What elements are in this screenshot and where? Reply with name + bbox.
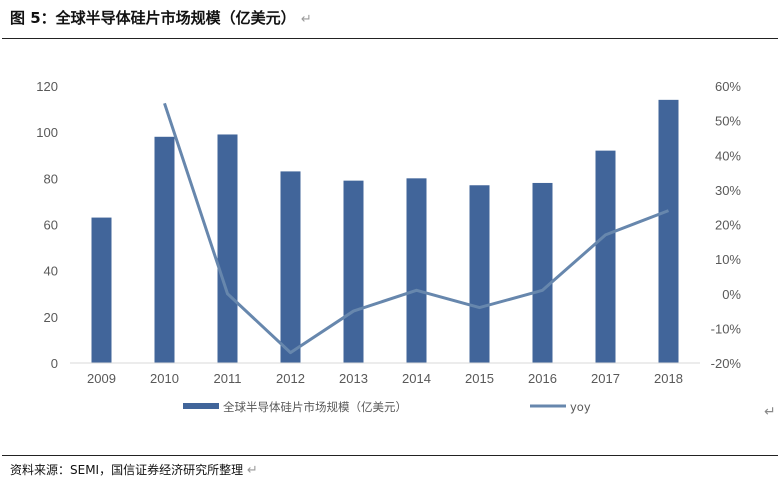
x-tick-2018: 2018: [654, 371, 683, 386]
bar-2018: [658, 99, 679, 363]
bar-2009: [91, 217, 112, 363]
title-rule: [2, 38, 778, 39]
x-tick-2017: 2017: [591, 371, 620, 386]
bar-2012: [280, 171, 301, 363]
y-right-tick: -20%: [711, 356, 742, 371]
y-left-tick: 100: [36, 125, 58, 140]
legend-bar-label: 全球半导体硅片市场规模（亿美元）: [223, 400, 407, 414]
y-left-tick: 20: [44, 310, 58, 325]
y-right-tick: 0%: [722, 287, 741, 302]
y-right-tick: 60%: [715, 79, 741, 94]
bar-2014: [406, 178, 427, 363]
y-right-tick: 10%: [715, 252, 741, 267]
x-tick-2010: 2010: [150, 371, 179, 386]
right-axis-tick-labels: -20% -10% 0% 10% 20% 30% 40% 50% 60%: [711, 79, 742, 371]
x-tick-2009: 2009: [87, 371, 116, 386]
bar-2011: [217, 134, 238, 363]
y-left-tick: 80: [44, 171, 58, 186]
x-tick-labels: 2009 2010 2011 2012 2013 2014 2015 2016 2017 2018: [87, 371, 683, 386]
bar-2015: [469, 185, 490, 363]
return-mark-icon: ↵: [300, 12, 312, 27]
bar-2016: [532, 182, 553, 363]
bar-series: [91, 99, 679, 363]
x-tick-2014: 2014: [402, 371, 431, 386]
legend: 全球半导体硅片市场规模（亿美元） yoy: [183, 400, 591, 414]
y-right-tick: 20%: [715, 218, 741, 233]
bar-2010: [154, 136, 175, 363]
x-tick-2013: 2013: [339, 371, 368, 386]
source-note: 资料来源：SEMI，国信证券经济研究所整理 ↵: [10, 461, 258, 478]
side-return-mark-icon: ↵: [764, 404, 776, 420]
y-left-tick: 120: [36, 79, 58, 94]
yoy-line: [163, 102, 670, 355]
x-tick-2012: 2012: [276, 371, 305, 386]
y-left-tick: 60: [44, 218, 58, 233]
legend-bar-swatch: [183, 403, 219, 409]
source-rule: [2, 455, 778, 456]
y-right-tick: -10%: [711, 321, 742, 336]
y-right-tick: 40%: [715, 148, 741, 163]
legend-line-label: yoy: [570, 400, 591, 414]
source-note-text: 资料来源：SEMI，国信证券经济研究所整理: [10, 463, 244, 477]
bar-2013: [343, 180, 364, 363]
y-right-tick: 30%: [715, 183, 741, 198]
bar-2017: [595, 150, 616, 363]
figure-title: 图 5：全球半导体硅片市场规模（亿美元） ↵: [10, 7, 312, 28]
x-tick-2011: 2011: [214, 371, 242, 386]
left-axis-tick-labels: 0 20 40 60 80 100 120: [36, 79, 58, 371]
y-left-tick: 0: [51, 356, 58, 371]
figure-title-text: 图 5：全球半导体硅片市场规模（亿美元）: [10, 9, 296, 27]
source-return-mark-icon: ↵: [246, 463, 258, 478]
x-tick-2016: 2016: [528, 371, 557, 386]
y-left-tick: 40: [44, 264, 58, 279]
x-tick-2015: 2015: [465, 371, 494, 386]
y-right-tick: 50%: [715, 114, 741, 129]
